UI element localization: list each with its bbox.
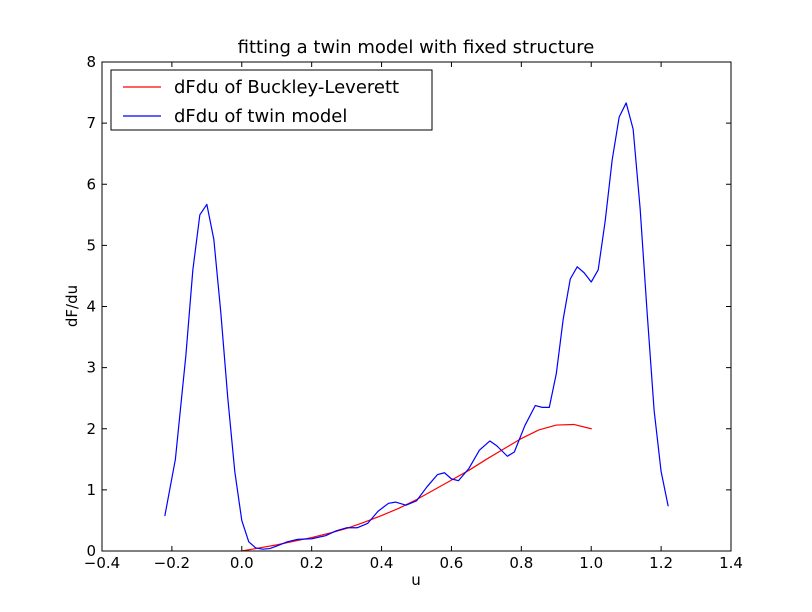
- x-tick-label: 1.4: [719, 554, 743, 572]
- legend-box: [110, 69, 433, 131]
- y-tick-label: 0: [86, 542, 96, 560]
- x-tick-label: 1.0: [579, 554, 603, 572]
- y-tick-label: 7: [86, 114, 96, 132]
- y-tick-label: 4: [86, 298, 96, 316]
- x-axis-label: u: [411, 571, 421, 589]
- y-tick-label: 5: [86, 236, 96, 254]
- legend: dFdu of Buckley-Leverett dFdu of twin mo…: [110, 69, 433, 131]
- x-tick-label: −0.2: [154, 554, 190, 572]
- legend-label-twin-model: dFdu of twin model: [174, 106, 347, 127]
- x-axis-ticks: −0.4 −0.2 0.0 0.2 0.4 0.6 0.8 1.0 1.2 1.4: [84, 62, 743, 572]
- legend-label-buckley-leverett: dFdu of Buckley-Leverett: [174, 77, 399, 98]
- y-tick-label: 2: [86, 420, 96, 438]
- x-tick-label: 0.4: [370, 554, 394, 572]
- x-tick-label: 0.6: [440, 554, 464, 572]
- chart-title: fitting a twin model with fixed structur…: [238, 37, 595, 58]
- x-tick-label: 0.8: [509, 554, 533, 572]
- series-line-1: [164, 102, 669, 550]
- x-tick-label: −0.4: [84, 554, 120, 572]
- plot-background: [102, 62, 731, 551]
- y-tick-label: 8: [86, 53, 96, 71]
- x-tick-label: 0.0: [230, 554, 254, 572]
- y-axis-ticks: 0 1 2 3 4 5 6 7 8: [86, 53, 731, 560]
- series-layer: [164, 102, 669, 552]
- y-tick-label: 6: [86, 175, 96, 193]
- y-axis-label: dF/du: [63, 285, 81, 327]
- x-tick-label: 1.2: [649, 554, 673, 572]
- y-tick-label: 3: [86, 359, 96, 377]
- series-line-0: [241, 423, 592, 552]
- y-tick-label: 1: [86, 481, 96, 499]
- x-tick-label: 0.2: [300, 554, 324, 572]
